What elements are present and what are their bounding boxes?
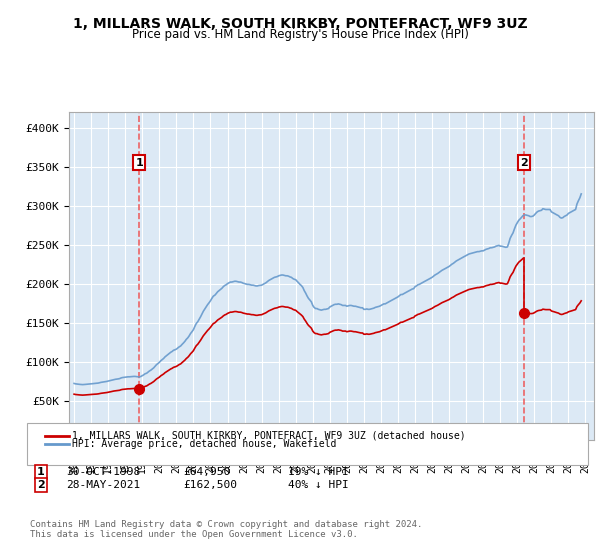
Text: Contains HM Land Registry data © Crown copyright and database right 2024.
This d: Contains HM Land Registry data © Crown c… xyxy=(30,520,422,539)
Text: 1: 1 xyxy=(136,158,143,167)
Text: 19% ↓ HPI: 19% ↓ HPI xyxy=(288,466,349,477)
Text: £64,950: £64,950 xyxy=(183,466,230,477)
Text: HPI: Average price, detached house, Wakefield: HPI: Average price, detached house, Wake… xyxy=(72,439,337,449)
Text: 1, MILLARS WALK, SOUTH KIRKBY, PONTEFRACT, WF9 3UZ: 1, MILLARS WALK, SOUTH KIRKBY, PONTEFRAC… xyxy=(73,17,527,31)
Text: 1, MILLARS WALK, SOUTH KIRKBY, PONTEFRACT, WF9 3UZ (detached house): 1, MILLARS WALK, SOUTH KIRKBY, PONTEFRAC… xyxy=(72,431,466,441)
Text: 1: 1 xyxy=(37,466,44,477)
Text: 28-MAY-2021: 28-MAY-2021 xyxy=(66,480,140,490)
Text: 2: 2 xyxy=(37,480,44,490)
Text: £162,500: £162,500 xyxy=(183,480,237,490)
Text: 2: 2 xyxy=(520,158,528,167)
Text: Price paid vs. HM Land Registry's House Price Index (HPI): Price paid vs. HM Land Registry's House … xyxy=(131,28,469,41)
Text: 40% ↓ HPI: 40% ↓ HPI xyxy=(288,480,349,490)
Text: 30-OCT-1998: 30-OCT-1998 xyxy=(66,466,140,477)
